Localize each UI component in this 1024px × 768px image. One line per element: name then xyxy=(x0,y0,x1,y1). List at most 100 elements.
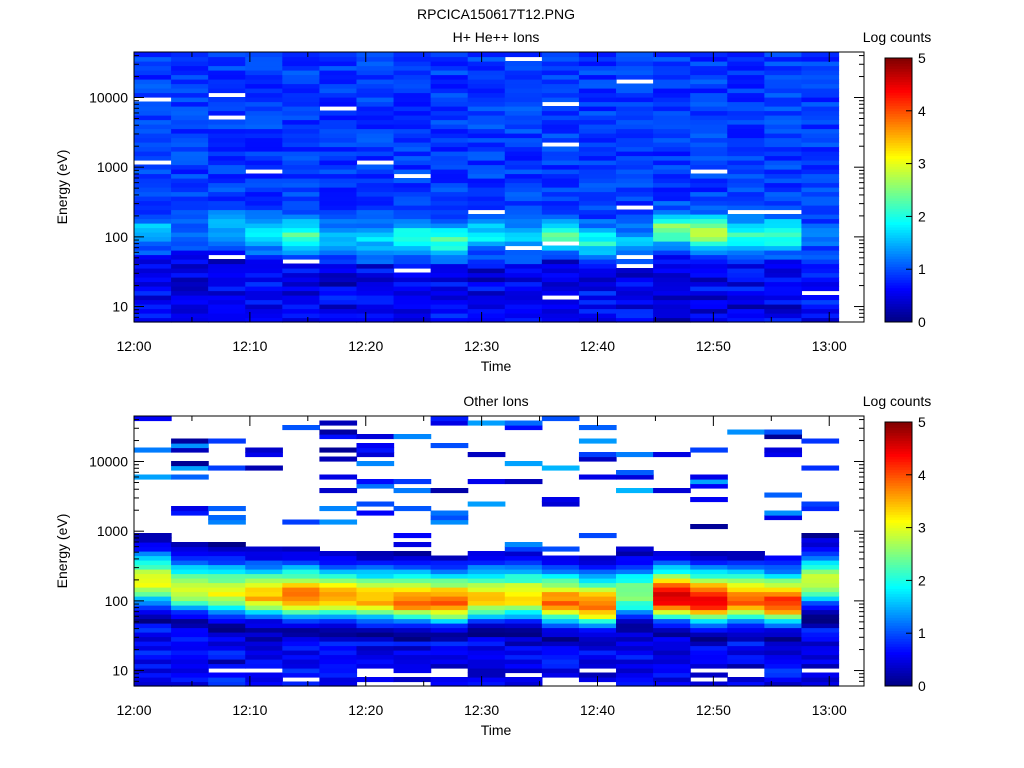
heatmap-cell xyxy=(727,151,765,157)
heatmap-cell xyxy=(134,623,172,629)
heatmap-cell xyxy=(504,268,543,274)
heatmap-cell xyxy=(245,317,283,323)
heatmap-cell xyxy=(801,641,840,647)
heatmap-cell xyxy=(430,308,469,314)
heatmap-cell xyxy=(504,551,543,557)
heatmap-cell xyxy=(616,560,654,566)
heatmap-cell xyxy=(801,295,840,301)
heatmap-cell xyxy=(801,97,840,103)
heatmap-cell xyxy=(616,70,654,76)
colorbar-swatch xyxy=(885,319,912,323)
heatmap-cell xyxy=(653,277,691,283)
heatmap-cell xyxy=(690,474,728,480)
heatmap-cell xyxy=(801,133,840,139)
heatmap-cell xyxy=(245,70,283,76)
heatmap-cell xyxy=(393,223,432,229)
heatmap-cell xyxy=(171,133,209,139)
heatmap-cell xyxy=(245,681,283,687)
heatmap-cell xyxy=(690,524,728,530)
heatmap-cell xyxy=(467,101,506,107)
heatmap-cell xyxy=(467,290,506,296)
heatmap-cell xyxy=(504,200,543,206)
heatmap-cell xyxy=(319,645,358,651)
heatmap-cell xyxy=(171,569,209,575)
heatmap-cell xyxy=(245,241,283,247)
heatmap-cell xyxy=(245,196,283,202)
heatmap-cell xyxy=(653,259,691,265)
heatmap-cell xyxy=(319,155,358,161)
panel-other-ions: Other Ions 12:00 12:10 12:20 12:30 12:40 12:5… xyxy=(54,393,931,738)
x-axis-label: Time xyxy=(481,358,512,374)
heatmap-cell xyxy=(356,88,395,94)
heatmap-cell xyxy=(134,241,172,247)
heatmap-cell xyxy=(245,304,283,310)
heatmap-cell xyxy=(764,492,803,498)
heatmap-cell xyxy=(171,623,209,629)
colorbar-swatch xyxy=(885,524,912,529)
heatmap-cell xyxy=(356,479,395,485)
heatmap-cell xyxy=(393,564,432,570)
heatmap-cell xyxy=(801,272,840,278)
colorbar-swatch xyxy=(885,71,912,75)
heatmap-cell xyxy=(467,142,506,148)
heatmap-cell xyxy=(319,295,358,301)
heatmap-cell xyxy=(801,506,840,512)
heatmap-cell xyxy=(393,146,432,152)
heatmap-cell xyxy=(171,106,209,112)
heatmap-cell xyxy=(504,641,543,647)
heatmap-cell xyxy=(208,506,246,512)
heatmap-cell xyxy=(727,600,765,606)
heatmap-cell xyxy=(282,124,320,130)
heatmap-cell xyxy=(690,182,728,188)
heatmap-cell xyxy=(578,587,617,593)
colorbar-swatch xyxy=(885,237,912,241)
colorbar-swatch xyxy=(885,424,912,428)
heatmap-cell xyxy=(393,160,432,166)
heatmap-cell xyxy=(764,88,803,94)
heatmap-cell xyxy=(208,56,246,62)
heatmap-cell xyxy=(134,196,172,202)
colorbar-swatch xyxy=(885,129,912,133)
x-tick-label: 12:00 xyxy=(116,702,151,718)
heatmap-cell xyxy=(541,146,580,152)
heatmap-cell xyxy=(541,286,580,292)
heatmap-cell xyxy=(134,295,172,301)
heatmap-cell xyxy=(504,97,543,103)
colorbar-swatch xyxy=(885,625,912,629)
colorbar-swatch xyxy=(885,596,912,600)
heatmap-cell xyxy=(801,241,840,247)
heatmap-cell xyxy=(801,169,840,175)
heatmap-cell xyxy=(504,614,543,620)
heatmap-cell xyxy=(245,124,283,130)
heatmap-cell xyxy=(690,479,728,485)
heatmap-cell xyxy=(727,250,765,256)
colorbar-swatch xyxy=(885,585,912,589)
heatmap-cell xyxy=(690,627,728,633)
heatmap-cell xyxy=(319,663,358,669)
heatmap-cell xyxy=(467,501,506,507)
heatmap-cell xyxy=(801,659,840,665)
heatmap-cell xyxy=(467,555,506,561)
heatmap-cell xyxy=(727,52,765,58)
heatmap-cell xyxy=(616,151,654,157)
heatmap-cell xyxy=(319,456,358,462)
heatmap-cell xyxy=(764,232,803,238)
heatmap-cell xyxy=(727,142,765,148)
heatmap-cell xyxy=(541,205,580,211)
heatmap-cell xyxy=(282,74,320,80)
heatmap-cell xyxy=(134,232,172,238)
y-tick-label: 1000 xyxy=(97,159,128,175)
colorbar-swatch xyxy=(885,427,912,431)
heatmap-cell xyxy=(356,614,395,620)
heatmap-cell xyxy=(616,645,654,651)
heatmap-cell xyxy=(578,79,617,85)
heatmap-cell xyxy=(578,169,617,175)
heatmap-cell xyxy=(171,155,209,161)
heatmap-cell xyxy=(467,299,506,305)
heatmap-cell xyxy=(171,151,209,157)
heatmap-cell xyxy=(504,263,543,269)
colorbar-swatch xyxy=(885,147,912,151)
heatmap-cell xyxy=(727,605,765,611)
heatmap-cell xyxy=(616,187,654,193)
heatmap-cell xyxy=(541,128,580,134)
